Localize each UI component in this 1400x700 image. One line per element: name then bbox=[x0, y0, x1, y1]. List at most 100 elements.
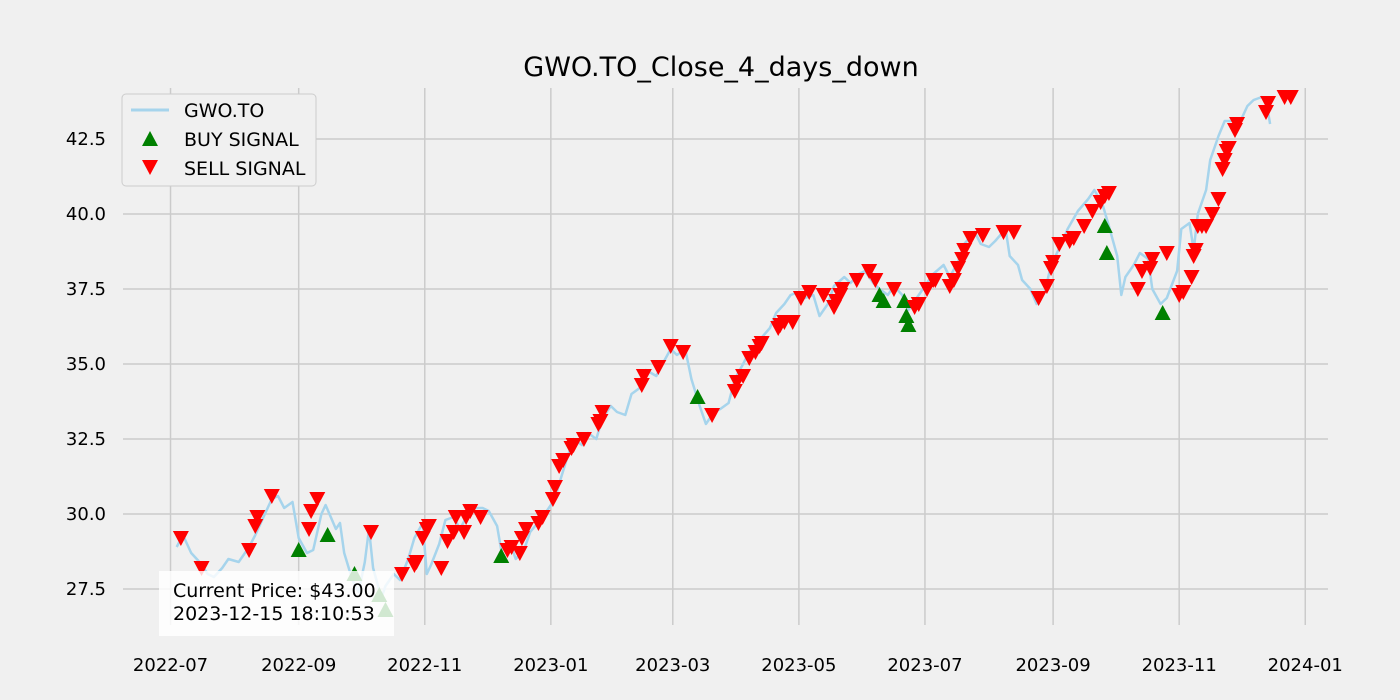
sell-signal-marker bbox=[704, 408, 721, 423]
x-tick-label: 2023-09 bbox=[1015, 655, 1090, 676]
sell-signal-marker bbox=[592, 414, 609, 429]
sell-signal-marker bbox=[462, 504, 479, 519]
sell-signal-marker bbox=[995, 225, 1012, 240]
sell-signal-marker bbox=[1084, 204, 1101, 219]
buy-signal-marker bbox=[689, 389, 706, 404]
sell-signal-marker bbox=[447, 510, 464, 525]
sell-signal-marker bbox=[565, 438, 582, 453]
grid bbox=[123, 88, 1328, 625]
sell-signal-marker bbox=[534, 510, 551, 525]
y-tick-label: 32.5 bbox=[66, 429, 106, 450]
legend-label-price: GWO.TO bbox=[184, 100, 264, 122]
sell-signal-marker bbox=[1214, 162, 1231, 177]
x-tick-label: 2023-01 bbox=[513, 655, 588, 676]
sell-signal-marker bbox=[247, 519, 264, 534]
sell-signal-marker bbox=[927, 273, 944, 288]
sell-signal-marker bbox=[439, 534, 456, 549]
y-tick-label: 30.0 bbox=[66, 504, 106, 525]
sell-signal-marker bbox=[1038, 279, 1055, 294]
sell-signal-marker bbox=[848, 273, 865, 288]
legend: GWO.TO BUY SIGNAL SELL SIGNAL bbox=[121, 93, 317, 187]
buy-signal-marker bbox=[1154, 305, 1171, 320]
sell-signal-marker bbox=[867, 273, 884, 288]
buy-signal-marker bbox=[319, 527, 336, 542]
sell-signal-marker bbox=[1076, 219, 1093, 234]
sell-signal-marker bbox=[919, 282, 936, 297]
buy-signal-marker bbox=[875, 293, 892, 308]
sell-signal-marker bbox=[241, 543, 258, 558]
sell-signal-marker bbox=[1220, 141, 1237, 156]
x-tick-label: 2024-01 bbox=[1268, 655, 1343, 676]
sell-signal-marker bbox=[910, 297, 927, 312]
x-tick-label: 2022-09 bbox=[261, 655, 336, 676]
sell-signal-marker bbox=[445, 525, 462, 540]
sell-signal-marker bbox=[1210, 192, 1227, 207]
sell-signal-marker bbox=[575, 432, 592, 447]
sell-signal-marker bbox=[394, 567, 411, 582]
x-tick-label: 2022-07 bbox=[133, 655, 208, 676]
sell-signal-marker bbox=[956, 243, 973, 258]
annotation-price: Current Price: $43.00 bbox=[173, 580, 376, 602]
chart-title: GWO.TO_Close_4_days_down bbox=[523, 52, 918, 83]
sell-signal-marker bbox=[650, 360, 667, 375]
price-annotation: Current Price: $43.00 2023-12-15 18:10:5… bbox=[159, 571, 394, 636]
sell-signal-marker bbox=[735, 369, 752, 384]
annotation-timestamp: 2023-12-15 18:10:53 bbox=[173, 603, 375, 625]
sell-signal-marker bbox=[861, 264, 878, 279]
sell-signal-marker bbox=[1051, 237, 1068, 252]
sell-signal-marker bbox=[1282, 90, 1299, 105]
sell-signal-marker bbox=[301, 522, 318, 537]
sell-signal-marker bbox=[962, 231, 979, 246]
sell-signal-marker bbox=[1187, 243, 1204, 258]
sell-signal-marker bbox=[1005, 225, 1022, 240]
sell-signal-markers bbox=[172, 90, 1299, 582]
sell-signal-marker bbox=[1158, 246, 1175, 261]
buy-signal-marker bbox=[1098, 245, 1115, 260]
sell-signal-marker bbox=[662, 339, 679, 354]
sell-signal-marker bbox=[1216, 153, 1233, 168]
annotation-box bbox=[159, 571, 394, 636]
sell-signal-marker bbox=[633, 378, 650, 393]
buy-signal-marker bbox=[898, 308, 915, 323]
sell-signal-marker bbox=[1065, 231, 1082, 246]
sell-signal-marker bbox=[1260, 96, 1277, 111]
sell-signal-marker bbox=[172, 531, 189, 546]
sell-signal-marker bbox=[801, 285, 818, 300]
sell-signal-marker bbox=[456, 525, 473, 540]
sell-signal-marker bbox=[472, 510, 489, 525]
sell-signal-marker bbox=[546, 480, 563, 495]
sell-signal-marker bbox=[1030, 291, 1047, 306]
sell-signal-marker bbox=[635, 369, 652, 384]
legend-buy-marker bbox=[142, 131, 158, 146]
buy-signal-marker bbox=[900, 317, 917, 332]
sell-signal-marker bbox=[726, 384, 743, 399]
sell-signal-marker bbox=[1183, 270, 1200, 285]
sell-signal-marker bbox=[420, 519, 437, 534]
sell-signal-marker bbox=[1129, 282, 1146, 297]
sell-signal-marker bbox=[1100, 186, 1117, 201]
x-tick-label: 2023-11 bbox=[1142, 655, 1217, 676]
sell-signal-marker bbox=[954, 252, 971, 267]
sell-signal-marker bbox=[408, 555, 425, 570]
buy-signal-marker bbox=[493, 548, 510, 563]
y-tick-labels: 27.5 30.0 32.5 35.0 37.5 40.0 42.5 bbox=[66, 129, 106, 600]
sell-signal-marker bbox=[503, 540, 520, 555]
buy-signal-markers bbox=[290, 218, 1171, 617]
y-tick-label: 35.0 bbox=[66, 354, 106, 375]
sell-signal-marker bbox=[974, 228, 991, 243]
sell-signal-marker bbox=[815, 288, 832, 303]
sell-signal-marker bbox=[1229, 117, 1246, 132]
sell-signal-marker bbox=[363, 525, 380, 540]
y-tick-label: 37.5 bbox=[66, 279, 106, 300]
sell-signal-marker bbox=[555, 453, 572, 468]
sell-signal-marker bbox=[1142, 261, 1159, 276]
sell-signal-marker bbox=[834, 282, 851, 297]
x-tick-labels: 2022-07 2022-09 2022-11 2023-01 2023-03 2023-… bbox=[133, 655, 1343, 676]
sell-signal-marker bbox=[433, 561, 450, 576]
sell-signal-marker bbox=[885, 282, 902, 297]
sell-signal-marker bbox=[1204, 207, 1221, 222]
x-tick-label: 2023-03 bbox=[635, 655, 710, 676]
x-tick-label: 2022-11 bbox=[387, 655, 462, 676]
buy-signal-marker bbox=[1096, 218, 1113, 233]
